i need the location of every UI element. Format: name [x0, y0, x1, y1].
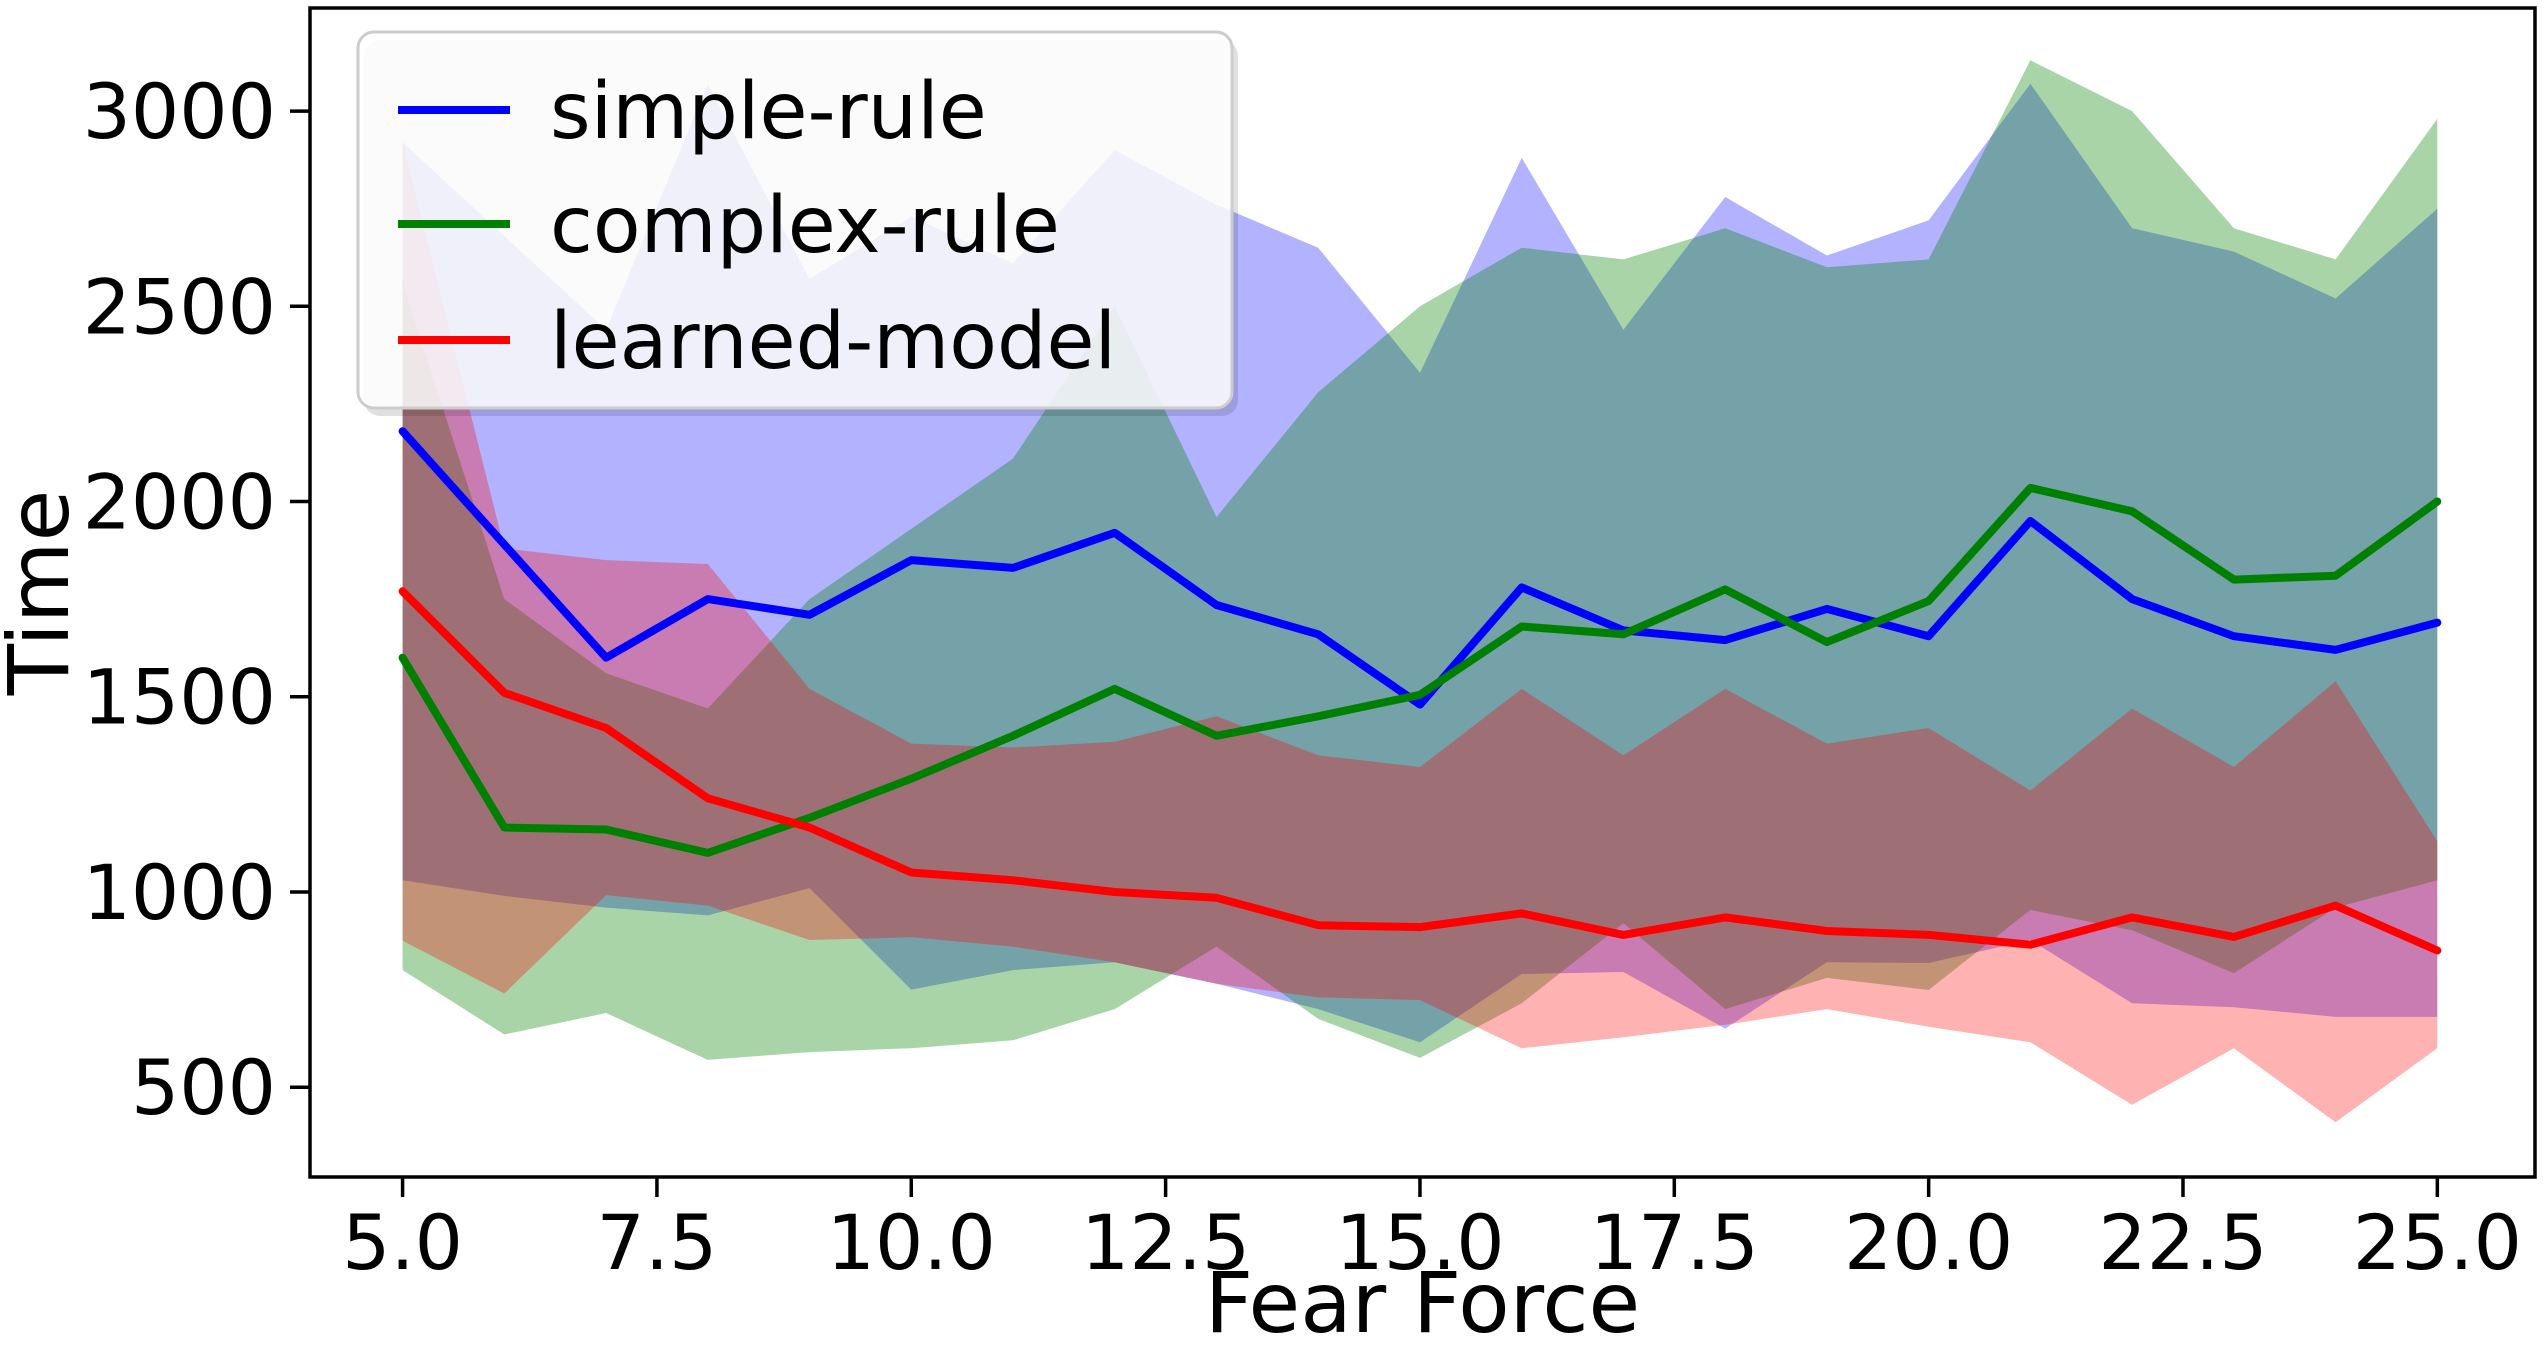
legend-label-simple-rule: simple-rule [550, 67, 987, 157]
x-tick-label: 5.0 [342, 1198, 463, 1287]
axes-spines [308, 6, 2537, 1179]
x-tick-label: 25.0 [2353, 1198, 2522, 1287]
x-tick-label: 15.0 [1335, 1198, 1504, 1287]
x-axis-label: Fear Force [1205, 1254, 1640, 1345]
y-tick-label: 1000 [83, 848, 276, 937]
x-tick-label: 10.0 [827, 1198, 996, 1287]
y-tick-label: 2000 [83, 458, 276, 547]
y-tick-label: 1500 [83, 653, 276, 742]
x-tick-label: 20.0 [1844, 1198, 2013, 1287]
x-tick-label: 17.5 [1590, 1198, 1759, 1287]
series-line-simple-rule [398, 427, 2442, 709]
legend-label-complex-rule: complex-rule [550, 181, 1060, 271]
series-line-learned-model [398, 587, 2442, 955]
x-tick-label: 7.5 [596, 1198, 717, 1287]
x-tick-label: 12.5 [1081, 1198, 1250, 1287]
y-tick-label: 3000 [83, 67, 276, 156]
y-axis-label: Time [0, 490, 88, 697]
y-tick-label: 500 [131, 1043, 276, 1132]
legend-box [356, 30, 1234, 410]
series-line-complex-rule [398, 483, 2442, 857]
y-tick-label: 2500 [83, 262, 276, 351]
confidence-band-learned-model [402, 142, 2438, 1123]
x-tick-label: 22.5 [2098, 1198, 2267, 1287]
legend-label-learned-model: learned-model [550, 297, 1116, 387]
confidence-band-complex-rule [402, 60, 2438, 1060]
